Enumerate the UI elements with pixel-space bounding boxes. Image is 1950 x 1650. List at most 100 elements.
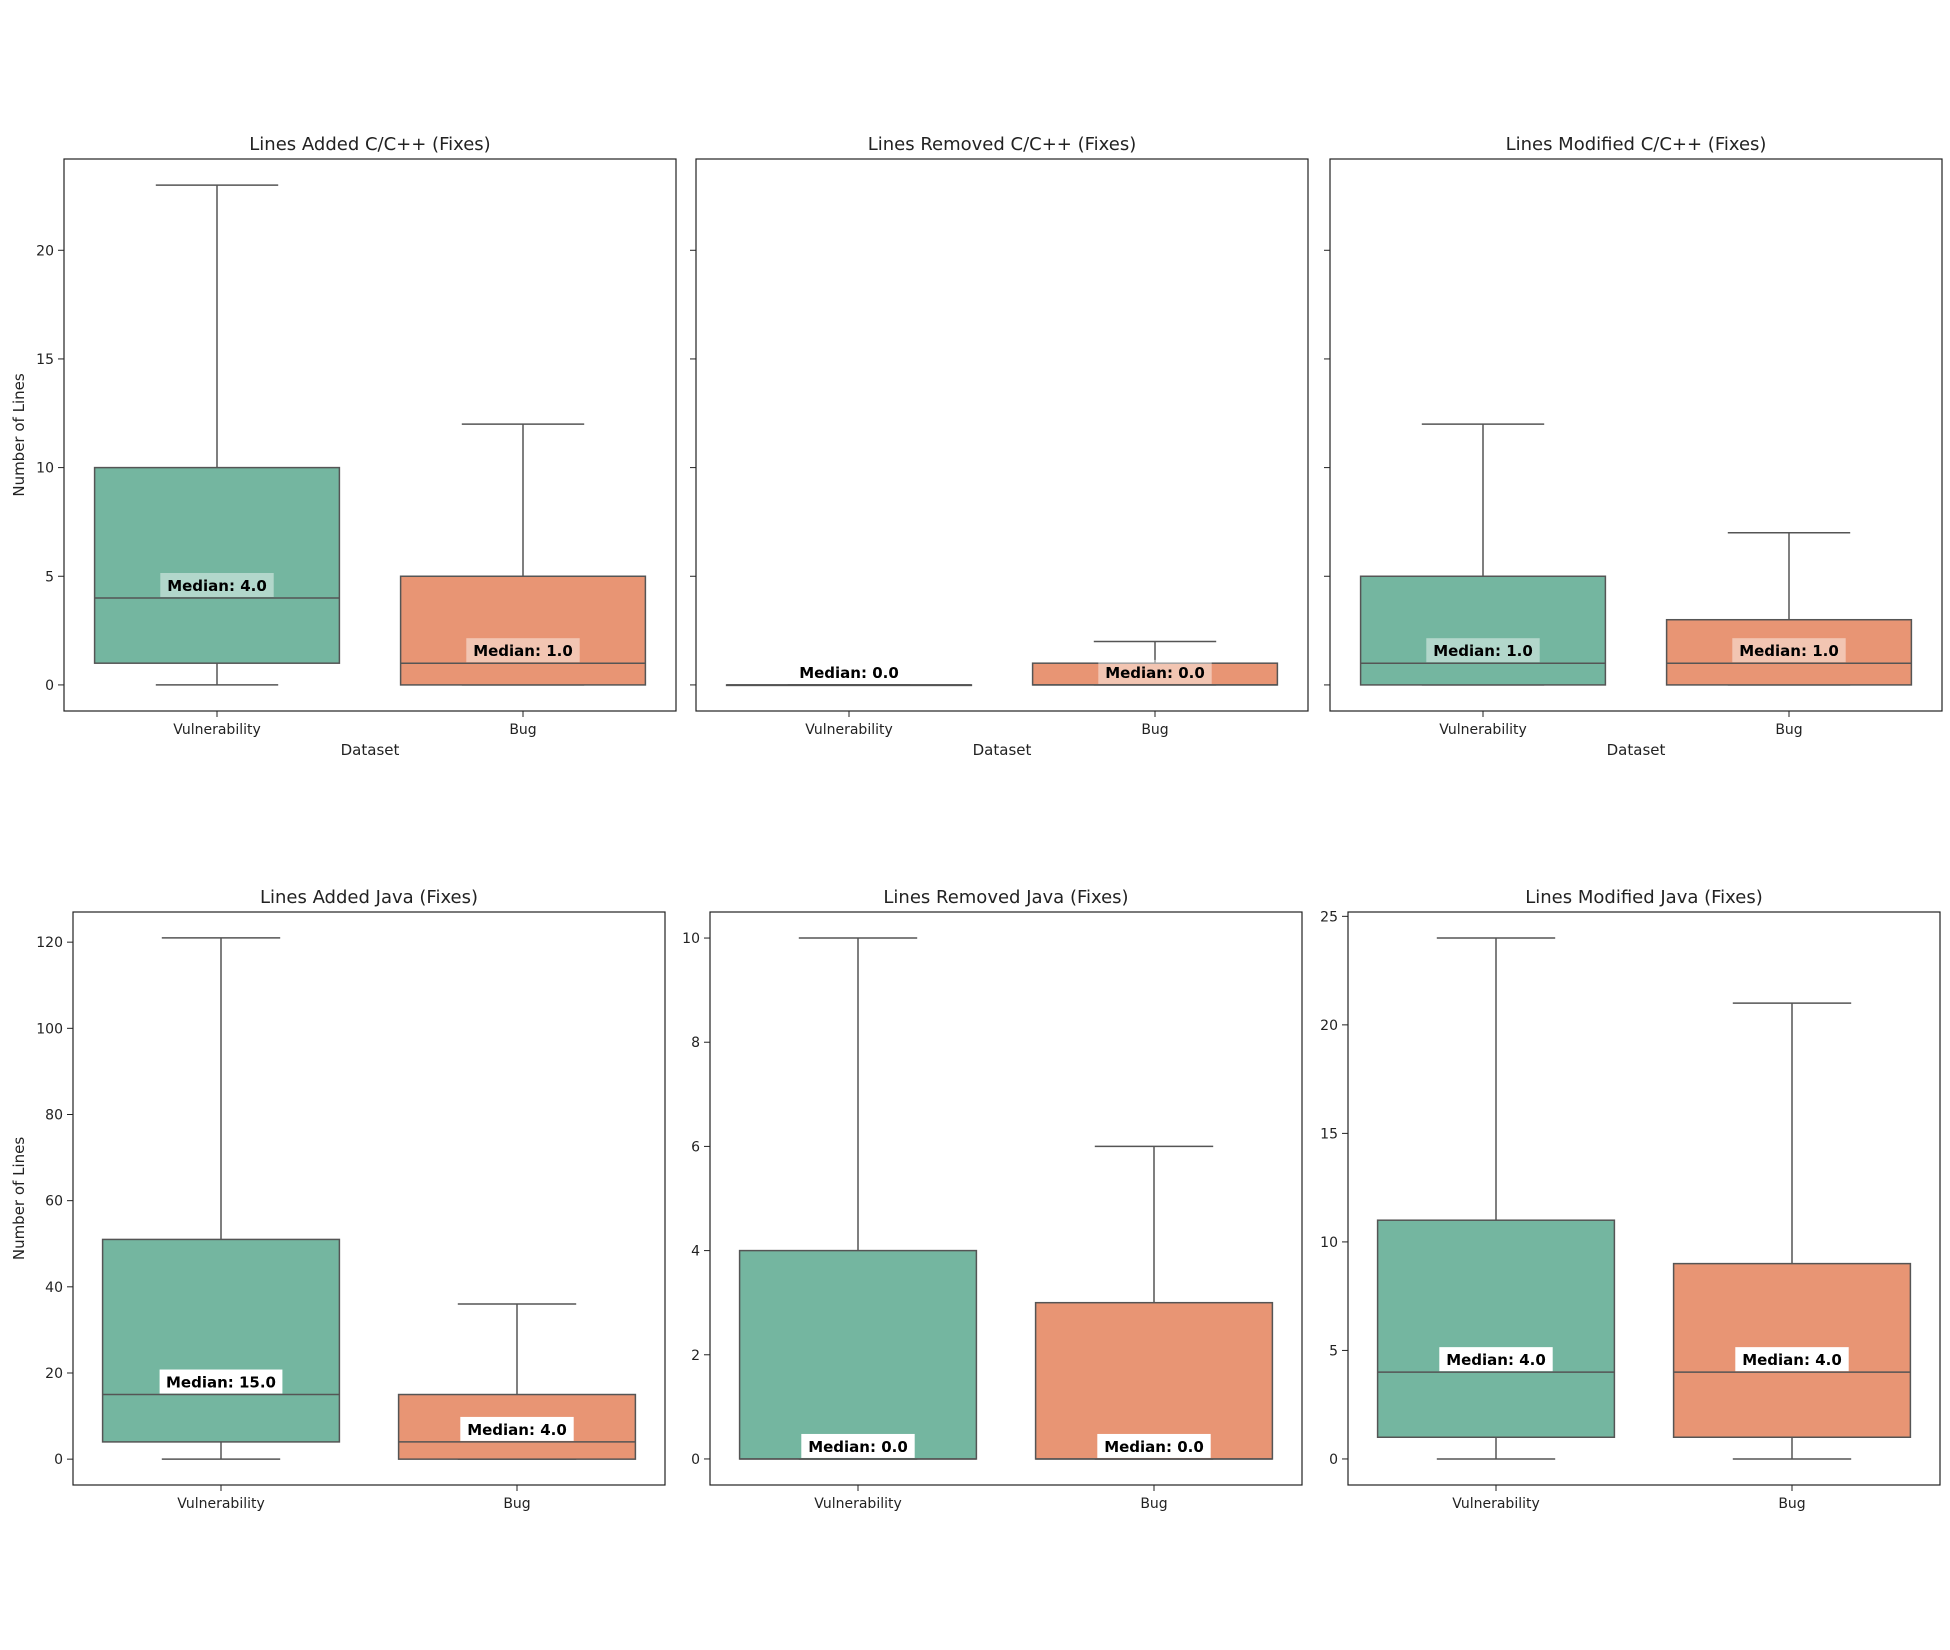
box-iqr — [738, 1249, 978, 1460]
subplot-5: Lines Removed Java (Fixes) 0 2 4 6 8 10 Vulnera… — [682, 887, 1303, 1512]
x-tick-label: Bug — [1140, 1496, 1167, 1512]
box-bug: Median: 0.0 — [1034, 1145, 1274, 1460]
box-iqr — [1376, 1219, 1616, 1439]
y-tick-label: 25 — [1320, 909, 1338, 925]
subplot-title: Lines Removed Java (Fixes) — [883, 887, 1128, 908]
y-tick-label: 0 — [45, 678, 54, 694]
subplot-6: Lines Modified Java (Fixes) 0 5 10 15 20 25 Vul… — [1320, 887, 1941, 1512]
box-vulnerability: Median: 0.0 — [738, 937, 978, 1460]
y-tick-label: 60 — [45, 1194, 63, 1210]
x-tick-label: Vulnerability — [177, 1496, 265, 1512]
plot-frame — [63, 158, 677, 712]
median-label-bg — [792, 659, 906, 684]
box-iqr — [399, 575, 647, 686]
subplot-title: Lines Modified C/C++ (Fixes) — [1506, 134, 1767, 155]
median-label: Median: 4.0 — [467, 1421, 567, 1439]
y-tick-label: 20 — [36, 243, 54, 259]
y-tick-label: 15 — [36, 352, 54, 368]
box-bug: Median: 1.0 — [399, 423, 647, 686]
box-bug: Median: 1.0 — [1665, 532, 1913, 686]
y-tick-label: 6 — [691, 1139, 700, 1155]
x-tick-label: Vulnerability — [173, 722, 261, 738]
box-bug: Median: 4.0 — [397, 1303, 637, 1460]
box-vulnerability: Median: 4.0 — [1376, 937, 1616, 1460]
median-label-bg — [159, 1369, 283, 1394]
x-tick-label: Vulnerability — [1452, 1496, 1540, 1512]
y-axis-label: Number of Lines — [10, 373, 28, 497]
box-iqr — [1665, 618, 1913, 686]
x-tick-label: Bug — [1141, 722, 1168, 738]
x-tick-label: Bug — [503, 1496, 530, 1512]
plot-frame — [1329, 158, 1943, 712]
x-tick-label: Bug — [1778, 1496, 1805, 1512]
subplot-2: Lines Removed C/C++ (Fixes) Vulnerability… — [690, 134, 1309, 759]
y-tick-label: 20 — [45, 1366, 63, 1382]
median-label: Median: 0.0 — [1105, 664, 1205, 682]
y-tick-label: 20 — [1320, 1018, 1338, 1034]
plot-frame — [72, 911, 666, 1486]
subplot-title: Lines Removed C/C++ (Fixes) — [868, 134, 1137, 155]
box-vulnerability: Median: 0.0 — [725, 659, 973, 687]
median-label-bg — [1097, 1433, 1211, 1458]
box-vulnerability: Median: 15.0 — [101, 937, 341, 1460]
y-tick-label: 120 — [36, 935, 63, 951]
subplot-title: Lines Added C/C++ (Fixes) — [249, 134, 490, 155]
subplot-4: Lines Added Java (Fixes) 0 20 40 60 80 100 120 V… — [10, 887, 666, 1512]
median-label-bg — [1439, 1347, 1553, 1372]
y-tick-label: 4 — [691, 1244, 700, 1260]
y-axis-label: Number of Lines — [10, 1137, 28, 1261]
x-axis-label: Dataset — [341, 741, 400, 759]
box-iqr — [101, 1238, 341, 1443]
median-label: Median: 4.0 — [1742, 1351, 1842, 1369]
y-tick-label: 5 — [45, 569, 54, 585]
box-vulnerability: Median: 1.0 — [1359, 423, 1607, 686]
subplot-1: Lines Added C/C++ (Fixes) 0 5 10 15 20 Vulnera… — [10, 134, 677, 759]
x-tick-label: Bug — [1775, 722, 1802, 738]
box-vulnerability: Median: 4.0 — [93, 184, 341, 686]
x-tick-label: Vulnerability — [814, 1496, 902, 1512]
y-tick-label: 10 — [36, 461, 54, 477]
median-label: Median: 0.0 — [799, 664, 899, 682]
y-tick-label: 80 — [45, 1107, 63, 1123]
y-tick-label: 10 — [682, 931, 700, 947]
y-tick-label: 0 — [1329, 1452, 1338, 1468]
median-label-bg — [1735, 1347, 1849, 1372]
x-axis-label: Dataset — [973, 741, 1032, 759]
y-tick-label: 15 — [1320, 1126, 1338, 1142]
median-label: Median: 1.0 — [473, 642, 573, 660]
median-label: Median: 15.0 — [166, 1374, 276, 1392]
plot-frame — [709, 911, 1303, 1486]
median-label-bg — [160, 572, 274, 597]
box-bug: Median: 4.0 — [1672, 1002, 1912, 1460]
median-label: Median: 4.0 — [167, 577, 267, 595]
box-iqr — [1034, 1301, 1274, 1460]
median-label-bg — [1732, 638, 1846, 663]
box-bug: Median: 0.0 — [1031, 640, 1279, 686]
median-label-bg — [1426, 638, 1540, 663]
median-label: Median: 0.0 — [1104, 1438, 1204, 1456]
box-iqr — [93, 466, 341, 664]
y-tick-label: 100 — [36, 1021, 63, 1037]
x-tick-label: Bug — [509, 722, 536, 738]
y-tick-label: 0 — [54, 1452, 63, 1468]
median-label: Median: 0.0 — [808, 1438, 908, 1456]
box-iqr — [1359, 575, 1607, 686]
y-tick-label: 5 — [1329, 1343, 1338, 1359]
median-label: Median: 1.0 — [1739, 642, 1839, 660]
median-label-bg — [801, 1433, 915, 1458]
y-tick-label: 2 — [691, 1348, 700, 1364]
median-label: Median: 1.0 — [1433, 642, 1533, 660]
x-tick-label: Vulnerability — [805, 722, 893, 738]
y-tick-label: 10 — [1320, 1235, 1338, 1251]
subplot-title: Lines Added Java (Fixes) — [260, 887, 478, 908]
y-tick-label: 0 — [691, 1452, 700, 1468]
median-label-bg — [1098, 659, 1212, 684]
x-tick-label: Vulnerability — [1439, 722, 1527, 738]
median-label: Median: 4.0 — [1446, 1351, 1546, 1369]
plot-frame — [1347, 911, 1941, 1486]
plot-frame — [695, 158, 1309, 712]
y-tick-label: 40 — [45, 1280, 63, 1296]
subplot-3: Lines Modified C/C++ (Fixes) Vulnerabilit… — [1324, 134, 1943, 759]
median-label-bg — [460, 1416, 574, 1441]
